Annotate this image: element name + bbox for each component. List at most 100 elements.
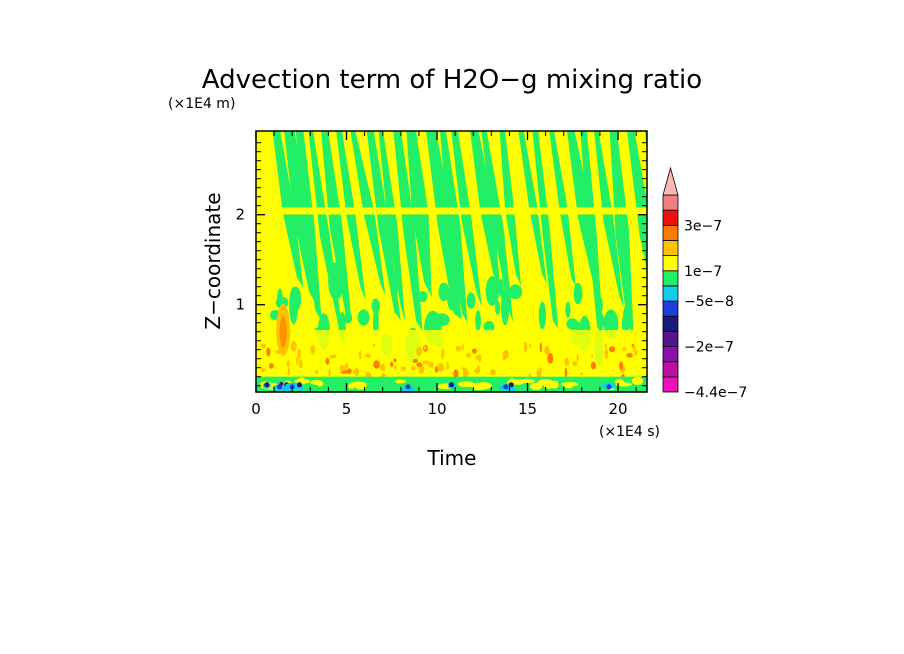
colorbar-label: 1e−7 <box>684 264 722 280</box>
contour-blob <box>372 307 379 337</box>
contour-speckle <box>358 350 362 360</box>
contour-speckle <box>268 363 274 369</box>
colorbar-segment <box>662 376 679 393</box>
colorbar-label: −2e−7 <box>684 340 734 356</box>
contour-speckle <box>380 363 386 372</box>
colorbar-segment <box>662 194 679 211</box>
contour-warm-core <box>279 315 287 348</box>
y-tick-label: 1 <box>235 296 245 314</box>
contour-blue-spot <box>289 384 295 390</box>
contour-speckle <box>286 359 290 368</box>
contour-blob <box>495 300 501 315</box>
contour-blob <box>343 312 353 324</box>
colorbar-segment <box>662 255 679 272</box>
contour-blob <box>418 291 428 303</box>
contour-band <box>481 131 514 323</box>
contour-surface-gap <box>394 379 407 384</box>
plot-area <box>255 130 648 393</box>
contour-band-z2 <box>256 207 647 215</box>
contour-speckle <box>416 346 423 357</box>
contour-blob <box>508 284 523 300</box>
y-axis-label: Z−coordinate <box>201 192 225 329</box>
contour-blob <box>466 292 476 309</box>
contour-speckle <box>547 352 554 364</box>
contour-speckle <box>634 349 638 356</box>
contour-speckle <box>619 361 624 370</box>
contour-surface-gap <box>474 382 492 390</box>
contour-blob <box>328 262 344 301</box>
colorbar-segment <box>662 209 679 226</box>
contour-speckle <box>310 345 316 355</box>
y-tick-label: 2 <box>235 206 245 224</box>
contour-purple-spot <box>279 381 284 386</box>
x-axis: 0 5 10 15 20 <box>251 131 637 418</box>
contour-band <box>295 131 322 322</box>
contour-speckle <box>490 369 496 376</box>
contour-speckle <box>576 353 579 362</box>
contour-speckle <box>475 354 479 360</box>
contour-speckle <box>394 365 397 370</box>
contour-speckle <box>604 343 607 350</box>
contour-blob <box>573 282 583 305</box>
colorbar-segment <box>662 224 679 241</box>
colorbar-segment <box>662 240 679 257</box>
contour-speckle <box>455 345 461 352</box>
contour-surface-gap <box>529 382 543 391</box>
x-tick-label: 0 <box>251 400 261 418</box>
colorbar-label: −4.4e−7 <box>684 385 747 401</box>
contour-blob <box>438 282 450 302</box>
contour-speckle <box>461 344 464 350</box>
contour-speckle <box>502 349 509 359</box>
contour-blob <box>566 318 579 330</box>
contour-cyan-spot <box>401 386 416 392</box>
contour-speckle <box>422 360 430 365</box>
contour-blob <box>357 309 370 326</box>
contour-surface-gap <box>631 377 644 385</box>
contour-blob <box>565 301 571 318</box>
contour-band <box>609 131 634 335</box>
colorbar-segment <box>662 285 679 302</box>
contour-band <box>532 131 559 329</box>
chart-title: Advection term of H2O−g mixing ratio <box>202 65 702 95</box>
contour-blob <box>538 301 546 330</box>
contour-speckle <box>412 358 418 363</box>
contour-speckle <box>325 357 330 365</box>
contour-speckle <box>471 348 477 354</box>
colorbar-segment <box>662 330 679 347</box>
contour-blob <box>475 310 481 332</box>
contour-blue-spot <box>449 382 454 388</box>
plot-frame <box>255 130 648 393</box>
contour-speckle <box>474 368 481 374</box>
contour-field <box>256 131 647 392</box>
contour-speckle <box>622 347 627 351</box>
contour-lower-region <box>256 329 647 373</box>
contour-speckle <box>529 343 532 348</box>
colorbar-arrow <box>662 166 679 196</box>
contour-speckle <box>453 369 459 380</box>
contour-speckle <box>626 353 633 358</box>
contour-surface-gap <box>294 378 311 384</box>
contour-band <box>580 131 604 334</box>
contour-speckle <box>466 352 471 358</box>
contour-speckle <box>298 358 303 369</box>
colorbar-label: 3e−7 <box>684 218 722 234</box>
contour-speckle <box>423 345 427 350</box>
contour-speckle <box>372 343 375 347</box>
contour-speckle <box>446 361 449 371</box>
colorbar-segment <box>662 300 679 317</box>
contour-speckle <box>328 368 331 378</box>
colorbar-segment <box>662 270 679 287</box>
contour-speckle <box>345 362 349 369</box>
colorbar-segment <box>662 361 679 378</box>
contour-blob <box>621 313 631 334</box>
contour-blob <box>393 267 399 299</box>
x-tick-label: 10 <box>427 400 446 418</box>
contour-speckle <box>539 366 542 377</box>
contour-band <box>451 131 483 308</box>
contour-speckle <box>590 361 597 370</box>
contour-speckle <box>339 364 347 372</box>
contour-speckle <box>591 354 594 358</box>
contour-surface-gap <box>348 381 367 388</box>
contour-speckle <box>393 358 397 363</box>
